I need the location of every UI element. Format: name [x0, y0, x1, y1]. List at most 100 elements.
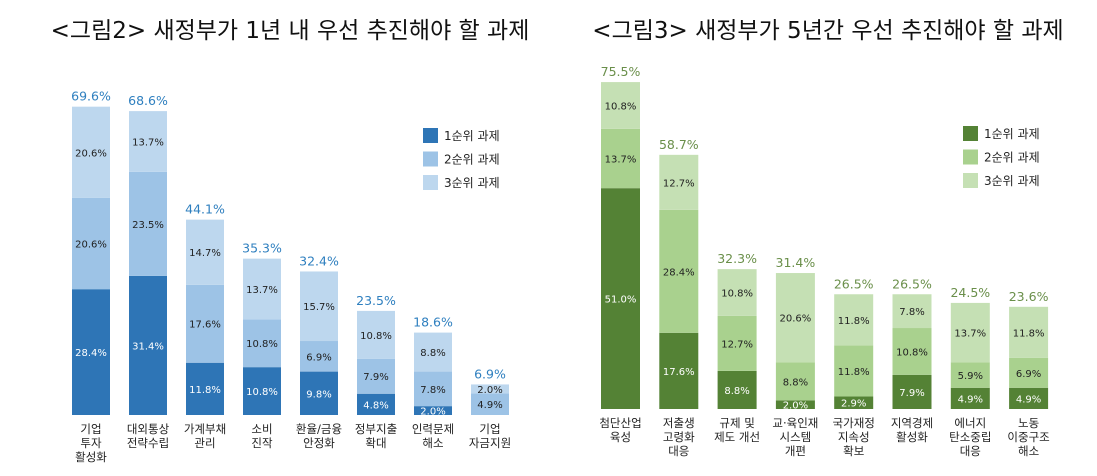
segment-label-0-6-2: 8.8%	[420, 348, 445, 359]
category-label-0-7-1: 자금지원	[469, 436, 511, 450]
segment-label-1-6-1: 5.9%	[958, 371, 983, 382]
bar-segment-0-2-0	[186, 362, 224, 415]
segment-label-1-7-1: 6.9%	[1016, 369, 1041, 380]
bar-segment-1-6-2	[950, 302, 990, 363]
bar-segment-1-5-1	[892, 328, 932, 375]
category-label-1-6-2: 대응	[960, 444, 981, 458]
category-label-1-0-0: 첨단산업	[599, 416, 641, 430]
total-label-0-1: 68.6%	[128, 93, 168, 108]
total-label-1-2: 32.3%	[717, 251, 757, 266]
segment-label-0-7-2: 2.0%	[477, 385, 502, 396]
category-label-1-2-0: 규제 및	[719, 416, 754, 430]
legend-swatch-1-0	[963, 126, 978, 141]
category-label-0-0-0: 기업	[80, 422, 101, 436]
segment-label-1-2-2: 10.8%	[721, 289, 753, 300]
segment-label-0-3-1: 10.8%	[246, 339, 278, 350]
segment-label-0-2-1: 17.6%	[189, 320, 221, 331]
segment-label-1-4-1: 11.8%	[838, 367, 870, 378]
bar-segment-0-5-1	[357, 358, 395, 394]
category-label-0-0-1: 투자	[80, 436, 102, 450]
category-label-0-1-0: 대외통상	[127, 422, 170, 436]
chart-title-left: <그림2> 새정부가 1년 내 우선 추진해야 할 과제	[51, 18, 530, 44]
category-label-0-3-1: 진작	[251, 436, 273, 450]
bar-segment-1-0-2	[601, 82, 640, 129]
bar-segment-1-2-0	[717, 370, 757, 409]
category-label-1-4-0: 국가재정	[833, 416, 875, 430]
total-label-1-1: 58.7%	[659, 137, 699, 152]
bar-segment-1-7-1	[1009, 357, 1049, 388]
segment-label-0-0-0: 28.4%	[75, 348, 107, 359]
segment-label-0-4-0: 9.8%	[306, 389, 331, 400]
category-label-1-5-1: 활성화	[896, 430, 928, 444]
chart-title-right: <그림3> 새정부가 5년간 우선 추진해야 할 과제	[592, 18, 1063, 44]
total-label-0-5: 23.5%	[356, 293, 396, 308]
bar-segment-1-4-0	[834, 396, 874, 409]
category-label-1-7-0: 노동	[1018, 416, 1039, 430]
segment-label-0-6-1: 7.8%	[420, 385, 445, 396]
category-label-0-5-0: 정부지출	[355, 422, 397, 436]
bar-segment-0-2-1	[186, 284, 224, 363]
segment-label-0-2-0: 11.8%	[189, 385, 221, 396]
total-label-0-7: 6.9%	[474, 366, 506, 381]
segment-label-0-2-2: 14.7%	[189, 248, 221, 259]
category-label-1-6-0: 에너지	[954, 416, 986, 430]
legend-label-0-0: 1순위 과제	[444, 129, 500, 143]
category-label-0-1-1: 전략수립	[127, 436, 169, 450]
total-label-1-6: 24.5%	[950, 285, 990, 300]
bar-segment-1-6-1	[950, 362, 990, 388]
bar-segment-0-1-2	[129, 111, 167, 172]
total-label-0-3: 35.3%	[242, 241, 282, 256]
bar-segment-1-4-2	[834, 294, 874, 346]
bar-segment-0-7-1	[471, 393, 509, 415]
total-label-0-4: 32.4%	[299, 253, 339, 268]
category-label-0-6-0: 인력문제	[412, 422, 454, 436]
segment-label-1-4-2: 11.8%	[838, 316, 870, 327]
bar-segment-0-4-1	[300, 341, 338, 372]
category-label-1-3-0: 교·육인재	[772, 416, 818, 430]
category-label-1-1-0: 저출생	[663, 416, 695, 430]
segment-label-1-6-0: 4.9%	[958, 394, 983, 405]
bar-segment-1-0-0	[601, 188, 640, 409]
category-label-1-7-2: 해소	[1018, 444, 1039, 458]
segment-label-1-2-1: 12.7%	[721, 339, 753, 350]
bar-segment-1-0-1	[601, 128, 640, 189]
bar-segment-0-0-0	[72, 289, 110, 415]
bar-segment-0-0-2	[72, 106, 110, 198]
segment-label-1-5-0: 7.9%	[899, 388, 924, 399]
bar-segment-1-7-0	[1009, 387, 1049, 409]
segment-label-0-7-1: 4.9%	[477, 400, 502, 411]
segment-label-0-4-2: 15.7%	[303, 302, 335, 313]
bar-segment-0-6-0	[414, 406, 452, 415]
legend-label-1-2: 3순위 과제	[984, 174, 1040, 188]
segment-label-0-1-1: 23.5%	[132, 220, 164, 231]
segment-label-1-1-2: 12.7%	[663, 178, 695, 189]
segment-label-1-0-2: 10.8%	[605, 101, 637, 112]
bar-segment-0-5-2	[357, 310, 395, 359]
segment-label-1-6-2: 13.7%	[954, 329, 986, 340]
segment-label-0-4-1: 6.9%	[306, 352, 331, 363]
segment-label-0-5-1: 7.9%	[363, 372, 388, 383]
category-label-1-0-1: 육성	[610, 430, 631, 444]
bar-segment-1-1-1	[659, 209, 699, 333]
total-label-0-0: 69.6%	[71, 89, 111, 104]
category-label-1-5-0: 지역경제	[891, 416, 933, 430]
bar-segment-1-3-0	[775, 400, 815, 409]
legend-label-1-1: 2순위 과제	[984, 151, 1040, 165]
segment-label-1-0-0: 51.0%	[605, 295, 637, 306]
category-label-0-0-2: 활성화	[75, 450, 107, 464]
category-label-1-1-1: 고령화	[663, 430, 695, 444]
bar-segment-0-3-0	[243, 367, 281, 415]
legend-label-0-1: 2순위 과제	[444, 153, 500, 167]
category-label-1-3-1: 시스템	[780, 430, 812, 444]
category-label-0-2-1: 관리	[194, 436, 215, 450]
legend-label-0-2: 3순위 과제	[444, 176, 500, 190]
category-label-1-2-1: 제도 개선	[714, 430, 760, 444]
bar-segment-0-0-1	[72, 197, 110, 290]
segment-label-1-1-1: 28.4%	[663, 267, 695, 278]
bar-segment-0-1-0	[129, 275, 167, 415]
legend-swatch-0-2	[423, 175, 438, 190]
category-label-0-7-0: 기업	[479, 422, 500, 436]
segment-label-0-1-2: 13.7%	[132, 137, 164, 148]
bar-segment-1-6-0	[950, 387, 990, 409]
